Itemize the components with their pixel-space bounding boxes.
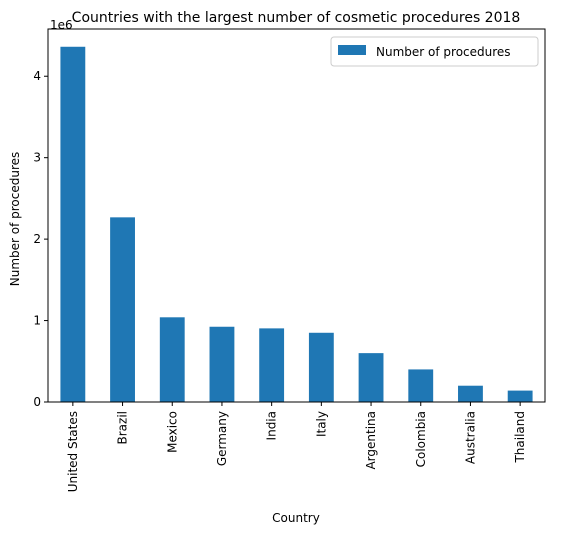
x-tick-label: India [265, 411, 279, 440]
x-tick-label: Thailand [513, 411, 527, 464]
legend-box [330, 36, 539, 67]
bar-argentina [358, 353, 384, 402]
y-axis-offset-label: 1e6 [50, 18, 73, 32]
bar-united-states [60, 46, 86, 402]
x-axis-label: Country [272, 511, 320, 525]
x-tick-label: Italy [314, 411, 328, 437]
bar-colombia [408, 369, 434, 402]
x-tick-label: Mexico [165, 411, 179, 453]
x-tick-label: Brazil [116, 411, 130, 445]
bar-australia [458, 385, 483, 402]
x-tick-label: Colombia [414, 411, 428, 467]
y-tick-label: 2 [33, 232, 41, 246]
y-axis-ticks: 0 1 2 3 4 [33, 69, 48, 409]
x-axis-ticks: United States Brazil Mexico Germany India Ita… [66, 402, 527, 492]
x-tick-label: Australia [463, 411, 477, 464]
bar-thailand [507, 390, 533, 402]
bar-brazil [110, 217, 135, 402]
bars-group [60, 46, 533, 402]
bar-mexico [159, 317, 185, 402]
bar-italy [308, 332, 334, 402]
plot-frame [47, 28, 546, 403]
bar-germany [209, 326, 235, 402]
bar-india [259, 328, 285, 402]
y-tick-label: 3 [33, 151, 41, 165]
legend: Number of procedures [330, 36, 539, 67]
legend-swatch [338, 45, 366, 55]
x-tick-label: Germany [215, 411, 229, 466]
y-tick-label: 0 [33, 395, 41, 409]
x-tick-label: Argentina [364, 411, 378, 470]
y-tick-label: 4 [33, 69, 41, 83]
legend-label: Number of procedures [376, 45, 511, 59]
x-tick-label: United States [66, 411, 80, 492]
y-axis-label: Number of procedures [8, 152, 22, 287]
y-tick-label: 1 [33, 314, 41, 328]
chart-title: Countries with the largest number of cos… [72, 10, 521, 26]
